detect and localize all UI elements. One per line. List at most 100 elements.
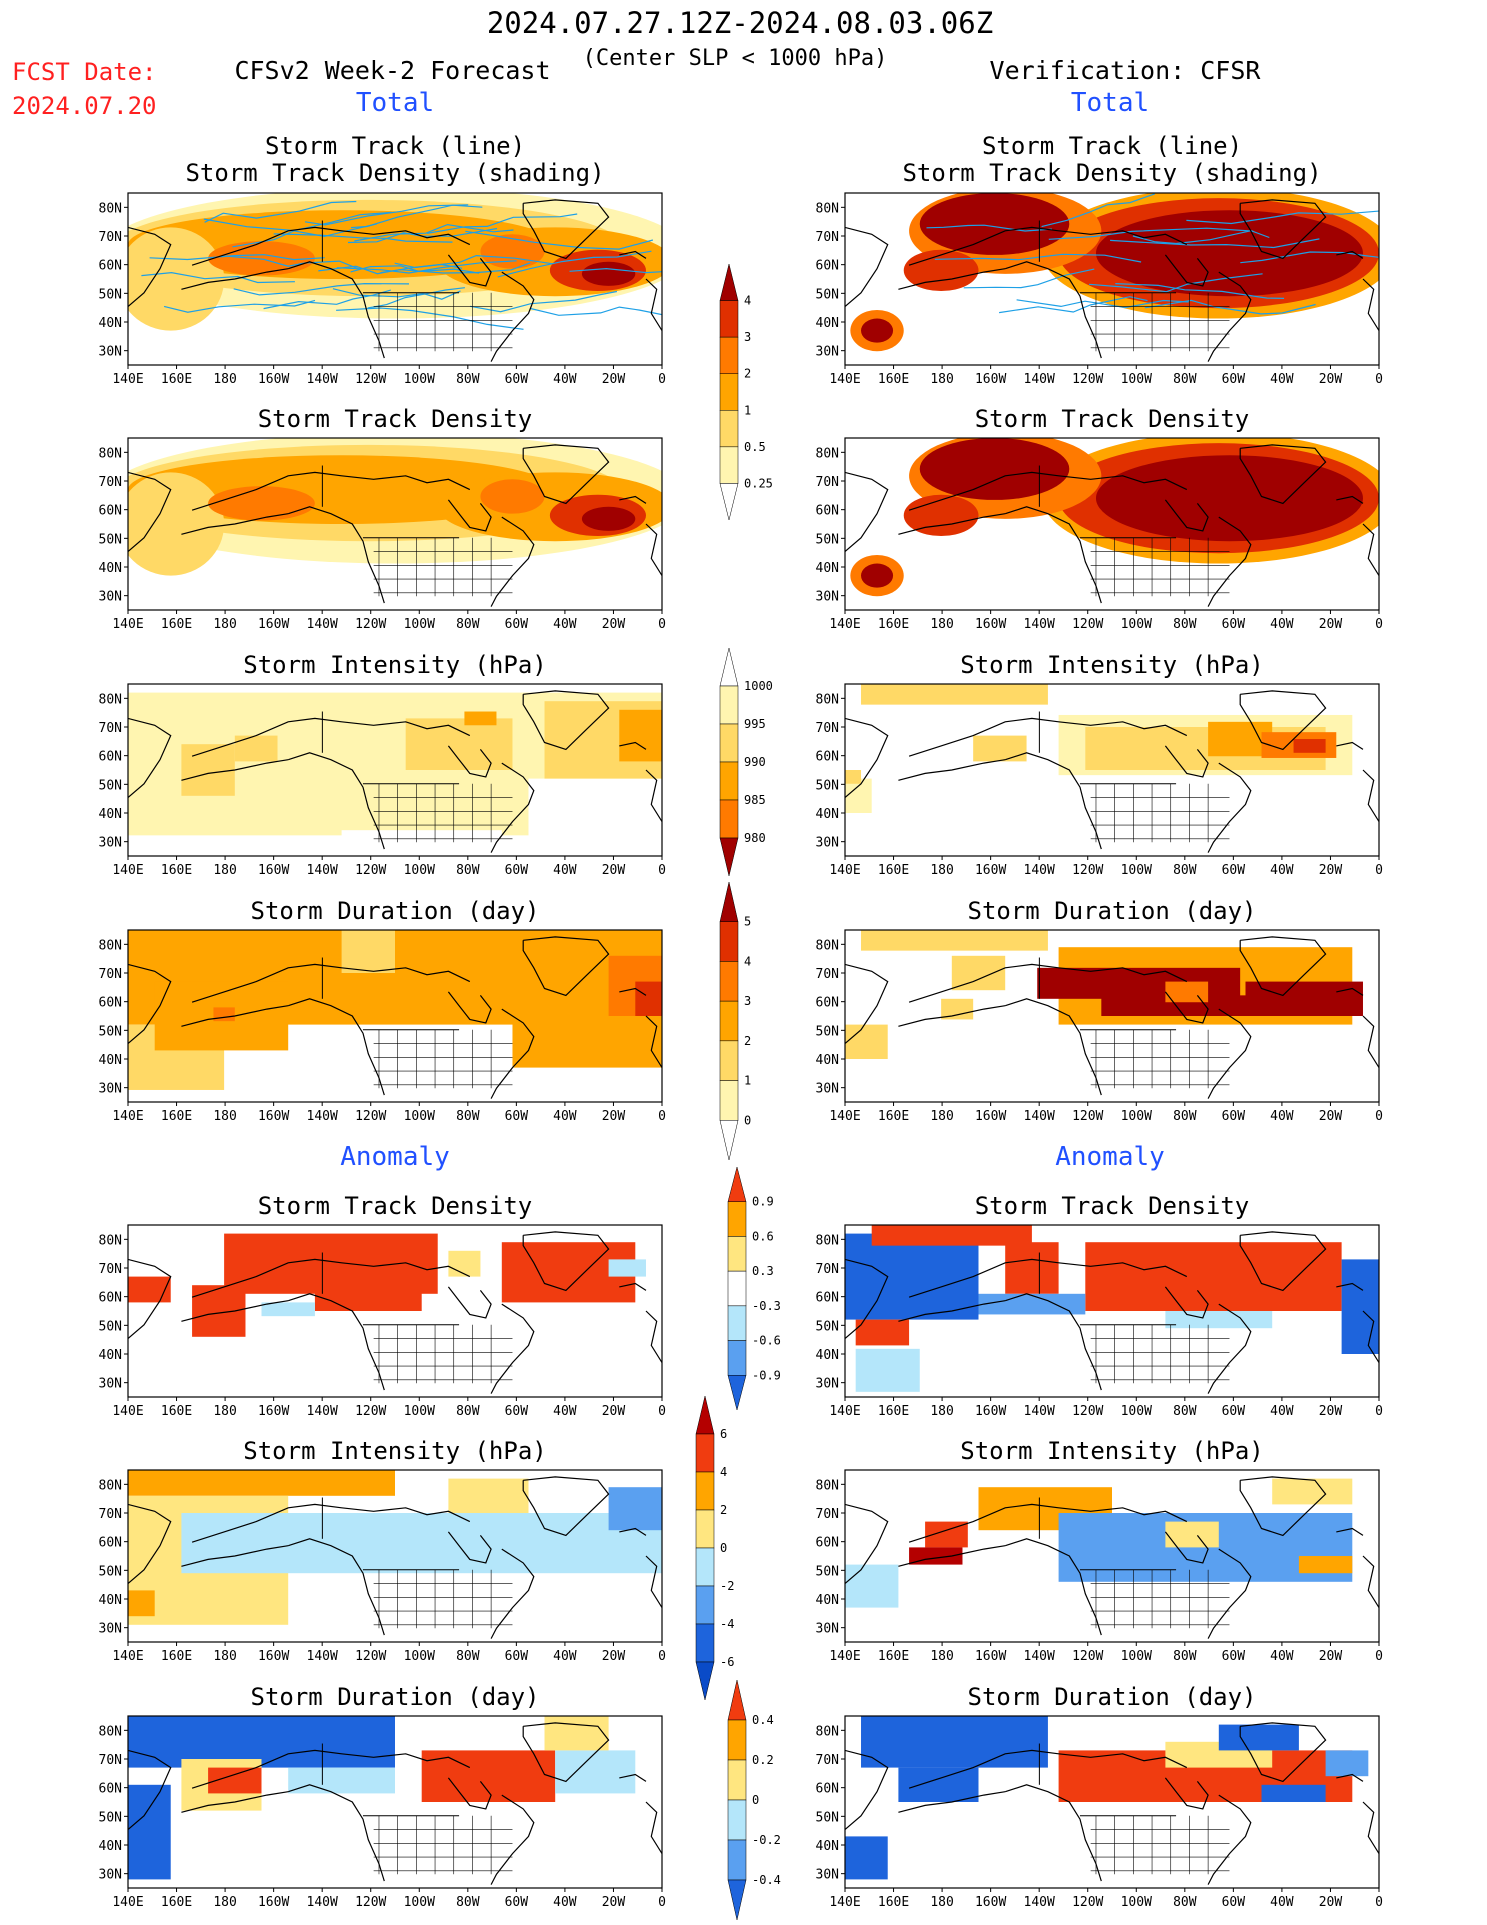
coastline — [1207, 516, 1252, 607]
coastline — [522, 444, 610, 505]
coastline — [447, 991, 492, 1024]
coastline — [845, 471, 889, 552]
lon-tick-label: 0 — [1375, 372, 1383, 387]
map-frame — [127, 683, 663, 857]
map-frame — [844, 1715, 1380, 1889]
lat-tick-label: 80N — [99, 1724, 122, 1739]
coastline — [1362, 523, 1379, 576]
lat-tick-label: 80N — [99, 692, 122, 707]
coastline — [128, 963, 172, 1044]
colorbar-label: 4 — [744, 294, 751, 308]
lon-tick-label: 160W — [975, 1895, 1006, 1910]
panel-field — [845, 1716, 1379, 1885]
field-blob — [1095, 455, 1363, 542]
lat-tick-label: 50N — [816, 1024, 839, 1039]
colorbar-label: -0.6 — [752, 1334, 781, 1348]
coastline — [128, 471, 172, 552]
lat-tick-label: 70N — [816, 1753, 839, 1768]
colorbar-cap — [727, 1679, 747, 1721]
lon-tick-label: 40W — [1270, 1109, 1294, 1124]
field-cell — [1261, 1784, 1326, 1802]
lon-tick-label: 40W — [553, 863, 577, 878]
coastline — [191, 226, 471, 266]
coastline — [619, 1527, 647, 1536]
lat-tick-label: 60N — [816, 504, 839, 519]
lon-tick-label: 120W — [355, 1404, 386, 1419]
coastline — [1336, 250, 1364, 259]
fcst-label: FCST Date: — [12, 58, 157, 86]
coastline — [645, 1310, 662, 1363]
colorbar-duration-total: 5 4 3 2 1 0 — [719, 881, 751, 1161]
storm-track-line — [354, 223, 514, 242]
storm-track-line — [367, 287, 465, 309]
lon-tick-label: 160E — [161, 1404, 192, 1419]
storm-track-line — [1240, 251, 1379, 264]
coastline — [898, 1545, 1006, 1567]
lat-tick-label: 70N — [99, 475, 122, 490]
coastline — [181, 1545, 289, 1567]
lat-tick-label: 30N — [99, 1868, 122, 1883]
storm-track-line — [380, 262, 531, 274]
storm-track-line — [999, 296, 1148, 314]
lon-tick-label: 60W — [1222, 863, 1246, 878]
panel-field — [128, 930, 662, 1099]
coastline — [1207, 1008, 1252, 1099]
lon-tick-label: 120W — [1072, 372, 1103, 387]
field-cell — [555, 1750, 636, 1794]
colorbar-swatch — [727, 1340, 747, 1376]
field-cell — [181, 744, 235, 796]
coastline — [619, 1773, 647, 1782]
colorbar-cap — [719, 647, 739, 687]
lon-tick-label: 100W — [404, 863, 435, 878]
lat-tick-label: 60N — [99, 996, 122, 1011]
subtitle: (Center SLP < 1000 hPa) — [582, 46, 888, 71]
lat-tick-label: 70N — [816, 230, 839, 245]
coastline — [1164, 1531, 1209, 1564]
lat-tick-label: 50N — [816, 287, 839, 302]
coastline — [619, 987, 647, 996]
coastline — [181, 759, 289, 781]
map-frame — [127, 192, 663, 366]
field-cell — [608, 1259, 646, 1277]
lon-tick-label: 20W — [602, 372, 626, 387]
lat-tick-label: 50N — [99, 287, 122, 302]
lat-tick-label: 40N — [99, 807, 122, 822]
lon-tick-label: 80W — [1173, 1649, 1197, 1664]
coastline — [645, 523, 662, 576]
anomaly-label-left: Anomaly — [340, 1142, 450, 1172]
lat-tick-label: 60N — [99, 259, 122, 274]
coastline — [1005, 1293, 1102, 1391]
coastline — [191, 1749, 471, 1789]
field-cell — [845, 1564, 899, 1608]
field-cell — [845, 1024, 888, 1059]
lon-tick-label: 20W — [602, 617, 626, 632]
lon-tick-label: 100W — [1121, 1895, 1152, 1910]
coastline — [1005, 998, 1102, 1096]
lon-tick-label: 20W — [602, 1895, 626, 1910]
coastline — [181, 1300, 289, 1322]
lat-tick-label: 40N — [99, 316, 122, 331]
storm-track-line — [497, 250, 652, 278]
coastline — [908, 1258, 1188, 1298]
field-cell — [1325, 1750, 1369, 1777]
right-column-title: Verification: CFSR — [989, 56, 1261, 85]
lon-tick-label: 0 — [658, 1895, 666, 1910]
lon-tick-label: 160W — [258, 1895, 289, 1910]
panel-title-anom-intensity: Storm Intensity (hPa) — [243, 1437, 546, 1465]
lat-tick-label: 60N — [99, 504, 122, 519]
lat-tick-label: 40N — [816, 1053, 839, 1068]
colorbar-swatch — [719, 1080, 739, 1121]
coastline — [1207, 762, 1252, 853]
colorbar-label: -0.4 — [752, 1873, 781, 1887]
lon-tick-label: 40W — [553, 1895, 577, 1910]
panel-title-anom-density: Storm Track Density — [258, 1192, 533, 1220]
lon-tick-label: 80W — [1173, 372, 1197, 387]
lat-tick-label: 30N — [816, 1377, 839, 1392]
lat-tick-label: 40N — [99, 1839, 122, 1854]
panel-title-track-line: Storm Track (line) — [265, 132, 525, 160]
colorbar-label: 0.5 — [744, 440, 766, 454]
coastline — [898, 1300, 1006, 1322]
coastline — [1362, 1801, 1379, 1854]
coastline — [490, 271, 535, 362]
lon-tick-label: 0 — [1375, 1649, 1383, 1664]
